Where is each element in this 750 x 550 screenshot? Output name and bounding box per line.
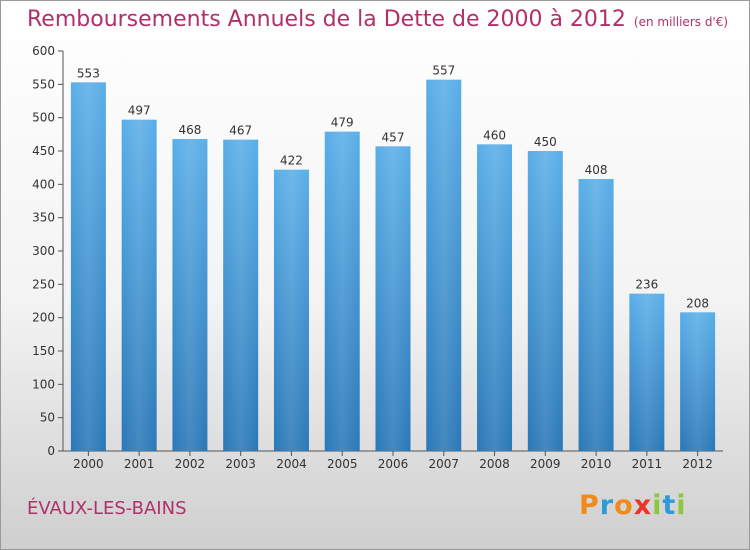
x-tick-label: 2002 <box>175 457 206 471</box>
data-label: 460 <box>483 128 506 142</box>
y-tick-label: 100 <box>32 377 55 391</box>
bar-highlight <box>324 131 360 451</box>
bar-highlight <box>527 151 563 451</box>
x-tick-label: 2007 <box>428 457 459 471</box>
bar-highlight <box>680 312 716 451</box>
bar-highlight <box>578 179 614 451</box>
x-tick-label: 2003 <box>225 457 256 471</box>
data-label: 553 <box>77 66 100 80</box>
y-tick-label: 400 <box>32 177 55 191</box>
y-tick-label: 300 <box>32 244 55 258</box>
bar-highlight <box>70 82 106 451</box>
chart-title: Remboursements Annuels de la Dette de 20… <box>27 7 728 32</box>
x-tick-label: 2004 <box>276 457 307 471</box>
x-tick-label: 2005 <box>327 457 358 471</box>
y-tick-label: 150 <box>32 344 55 358</box>
plot-area: 0 50 100 150 200 250 300 350 400 450 500 550 600 553 2… <box>32 44 723 471</box>
y-tick-label: 550 <box>32 77 55 91</box>
y-tick-label: 600 <box>32 44 55 58</box>
logo-letter: o <box>614 490 634 521</box>
x-tick-label: 2006 <box>378 457 409 471</box>
bar-highlight <box>426 79 462 452</box>
x-tick-label: 2000 <box>73 457 104 471</box>
y-tick-label: 0 <box>47 444 55 458</box>
proxiti-logo: Proxiti <box>579 490 687 521</box>
y-tick-label: 450 <box>32 144 55 158</box>
logo-letter: i <box>652 490 663 521</box>
data-label: 467 <box>229 124 252 138</box>
chart-subtitle: (en milliers d'€) <box>633 15 729 29</box>
data-label: 408 <box>585 163 608 177</box>
y-tick-label: 350 <box>32 211 55 225</box>
data-label: 236 <box>635 278 658 292</box>
data-label: 557 <box>432 64 455 78</box>
x-tick-label: 2008 <box>479 457 510 471</box>
data-label: 457 <box>382 130 405 144</box>
bar-highlight <box>223 139 259 451</box>
y-tick-label: 200 <box>32 311 55 325</box>
x-tick-label: 2010 <box>581 457 612 471</box>
logo-letter: t <box>662 490 677 521</box>
data-label: 497 <box>128 104 151 118</box>
data-label: 208 <box>686 296 709 310</box>
data-label: 468 <box>178 123 201 137</box>
x-tick-label: 2001 <box>124 457 155 471</box>
y-tick-label: 500 <box>32 111 55 125</box>
logo-letter: i <box>676 490 687 521</box>
bar-highlight <box>121 119 157 452</box>
y-tick-label: 250 <box>32 277 55 291</box>
data-label: 479 <box>331 116 354 130</box>
bar-highlight <box>477 144 513 452</box>
x-tick-label: 2012 <box>682 457 713 471</box>
bar-highlight <box>375 146 411 452</box>
x-tick-label: 2009 <box>530 457 561 471</box>
bar-highlight <box>629 293 665 451</box>
logo-letter: r <box>599 490 615 521</box>
logo-letter: x <box>633 490 653 521</box>
x-tick-label: 2011 <box>632 457 663 471</box>
data-label: 422 <box>280 154 303 168</box>
city-name: ÉVAUX-LES-BAINS <box>27 498 187 519</box>
data-label: 450 <box>534 135 557 149</box>
logo-letter: P <box>579 490 600 521</box>
bar-highlight <box>273 169 309 451</box>
bar-highlight <box>172 139 208 451</box>
y-tick-label: 50 <box>40 411 55 425</box>
chart-title-text: Remboursements Annuels de la Dette de 20… <box>27 7 626 32</box>
